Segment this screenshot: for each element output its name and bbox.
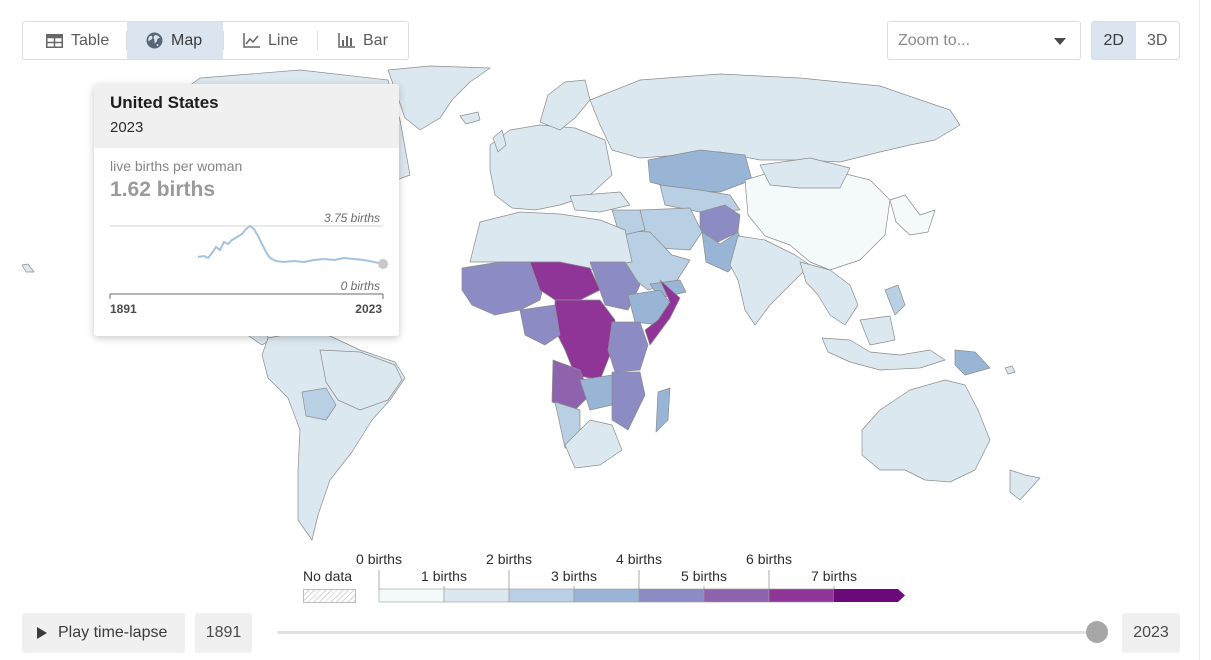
map-region-kazakhstan[interactable] (647, 149, 753, 193)
legend-no-data-label: No data (303, 568, 353, 584)
timeline-track[interactable] (277, 631, 1097, 634)
map-region-india[interactable] (729, 235, 811, 326)
map-region-madagascar[interactable] (655, 387, 671, 433)
zoom-select[interactable]: Zoom to... (887, 21, 1081, 60)
line-chart-icon (242, 33, 260, 49)
map-region-greenland[interactable] (387, 65, 491, 131)
map-region-brazil[interactable] (319, 349, 403, 411)
spark-start-year: 1891 (110, 302, 137, 316)
tooltip-header: United States 2023 (94, 84, 399, 148)
spark-max-label: 3.75 births (324, 211, 380, 225)
map-region-australia[interactable] (861, 379, 991, 483)
legend-bin-3 (573, 588, 640, 603)
map-region-zambia[interactable] (579, 374, 613, 411)
tooltip-value: 1.62 births (110, 178, 216, 201)
projection-toggle: 2D 3D (1091, 21, 1180, 60)
legend-color-scale (378, 570, 905, 603)
spark-series-line (197, 224, 384, 265)
legend-bin-5 (703, 588, 770, 603)
legend-bin-7 (834, 589, 905, 602)
frame-edge (1199, 0, 1200, 660)
country-tooltip: United States 2023 live births per woman… (94, 84, 399, 336)
timeline-start-year[interactable]: 1891 (195, 613, 252, 653)
map-region-sahel[interactable] (529, 261, 601, 301)
legend-label-2: 2 births (486, 551, 532, 567)
legend-label-4: 4 births (616, 551, 662, 567)
legend-label-1: 1 births (421, 568, 467, 584)
map-region-bolivia[interactable] (301, 387, 337, 421)
play-timelapse-button[interactable]: Play time-lapse (22, 613, 185, 653)
tooltip-sparkline: 3.75 births 0 births 1891 2023 (109, 211, 388, 316)
tab-table-label: Table (71, 31, 110, 49)
map-region-pacific-islands[interactable] (1004, 365, 1016, 375)
bar-chart-icon (337, 33, 355, 49)
tab-map[interactable]: Map (127, 22, 223, 59)
map-region-new-zealand[interactable] (1009, 469, 1041, 501)
globe-icon (145, 32, 163, 49)
map-region-somalia[interactable] (644, 279, 681, 346)
projection-3d-button[interactable]: 3D (1147, 31, 1168, 49)
zoom-placeholder: Zoom to... (898, 32, 971, 49)
map-region-gulf-guinea[interactable] (519, 304, 561, 346)
map-region-korea-japan[interactable] (889, 194, 936, 236)
map-region-mozambique[interactable] (611, 371, 646, 431)
legend-bin-6 (768, 588, 835, 603)
map-region-sudan[interactable] (589, 261, 641, 311)
legend-bin-1 (443, 588, 510, 603)
caret-down-icon (1054, 38, 1066, 45)
timeline-handle[interactable] (1086, 621, 1108, 643)
tab-divider (317, 31, 318, 50)
map-region-philippines[interactable] (884, 284, 906, 316)
tab-bar-label: Bar (363, 31, 388, 49)
tab-line[interactable]: Line (223, 22, 318, 59)
spark-min-label: 0 births (341, 279, 380, 293)
tooltip-indicator: live births per woman (110, 158, 243, 174)
map-region-uk[interactable] (492, 129, 507, 153)
map-region-west-africa[interactable] (461, 261, 546, 316)
legend-label-5: 5 births (681, 568, 727, 584)
projection-2d-button[interactable]: 2D (1092, 22, 1136, 59)
map-region-indonesia[interactable] (821, 337, 946, 371)
tooltip-year: 2023 (110, 119, 144, 136)
map-region-mongolia[interactable] (759, 157, 851, 189)
legend-label-0: 0 births (356, 551, 402, 567)
tab-line-label: Line (268, 31, 299, 49)
legend-label-7: 7 births (811, 568, 857, 584)
map-region-papua-new-guinea[interactable] (954, 349, 991, 376)
map-region-angola[interactable] (551, 359, 591, 411)
legend-bin-4 (638, 588, 705, 603)
map-region-turkey[interactable] (569, 191, 631, 213)
tab-divider (223, 31, 224, 50)
tooltip-country: United States (110, 93, 219, 112)
table-icon (45, 33, 63, 49)
map-region-iceland[interactable] (459, 111, 481, 125)
legend-label-6: 6 births (746, 551, 792, 567)
map-region-borneo[interactable] (859, 315, 896, 346)
map-region-scandinavia[interactable] (539, 79, 591, 131)
legend-bin-0 (378, 588, 445, 603)
legend-label-3: 3 births (551, 568, 597, 584)
map-region-north-africa[interactable] (469, 211, 633, 271)
map-region-southeast-asia[interactable] (799, 261, 859, 326)
map-region-central-asia[interactable] (659, 184, 741, 213)
tab-table[interactable]: Table (23, 22, 127, 59)
tab-map-label: Map (171, 31, 203, 49)
legend-bin-2 (508, 588, 575, 603)
tab-bar[interactable]: Bar (318, 22, 408, 59)
map-region-hawaii[interactable] (21, 263, 35, 273)
legend-no-data-swatch (303, 589, 356, 603)
play-icon (37, 627, 47, 639)
spark-end-year: 2023 (355, 302, 382, 316)
map-region-east-africa[interactable] (607, 321, 649, 373)
tab-divider (126, 31, 127, 50)
play-timelapse-label: Play time-lapse (58, 624, 168, 641)
map-region-russia[interactable] (589, 73, 961, 163)
spark-current-point (378, 259, 388, 269)
map-region-south-africa[interactable] (564, 419, 623, 469)
timeline-end-year[interactable]: 2023 (1122, 613, 1180, 653)
view-tabs: Table Map Line Bar (22, 21, 409, 60)
